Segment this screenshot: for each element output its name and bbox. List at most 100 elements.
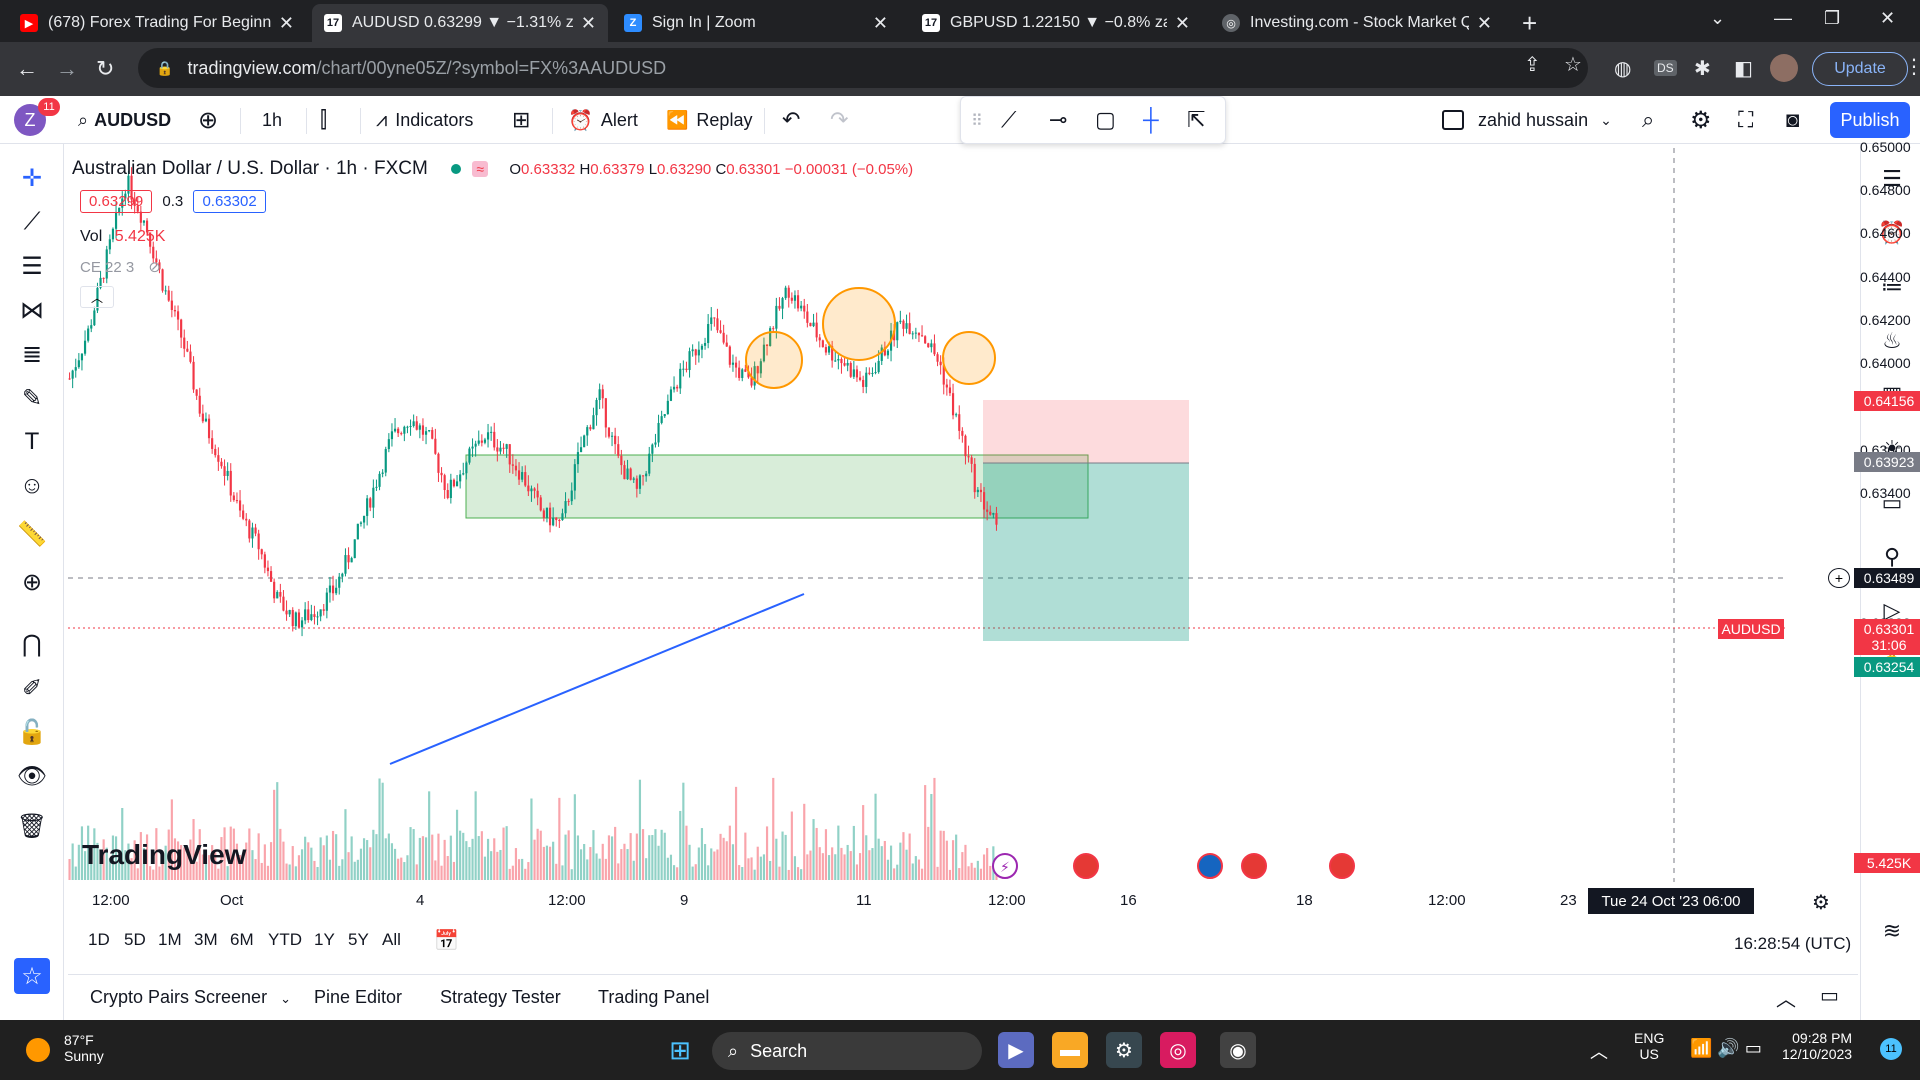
tab-crypto-screener[interactable]: Crypto Pairs Screener ⌄	[90, 987, 291, 1008]
weather-widget[interactable]: 87°F Sunny	[64, 1032, 104, 1064]
lock-icon[interactable]: 🔓	[17, 718, 47, 746]
snapshot-camera-icon[interactable]: ◙	[1786, 107, 1800, 132]
hidden-eye-icon[interactable]: ⊘	[148, 259, 161, 276]
tf-1y[interactable]: 1Y	[314, 930, 335, 949]
add-alert-plus-icon[interactable]: +	[1828, 568, 1850, 588]
alert-button[interactable]: ⏰ Alert	[568, 96, 638, 144]
trend-line-icon[interactable]: ⟋	[23, 208, 41, 235]
streams-icon[interactable]: ▷	[1883, 598, 1901, 623]
forward-icon[interactable]: →	[56, 56, 78, 81]
favorites-star-icon[interactable]: ☆	[14, 958, 50, 994]
close-icon[interactable]: ✕	[1174, 12, 1190, 33]
go-to-date-calendar-icon[interactable]: 📅	[434, 930, 459, 952]
fib-retracement-icon[interactable]: ☰	[21, 252, 43, 280]
symbol-search[interactable]: ⌕ AUDUSD	[78, 96, 171, 144]
tab-pine-editor[interactable]: Pine Editor	[314, 987, 403, 1007]
tf-5y[interactable]: 5Y	[348, 930, 369, 949]
rectangle-icon[interactable]: ▢	[1095, 107, 1116, 132]
tab-trading-panel[interactable]: Trading Panel	[598, 987, 710, 1007]
layouts-grid-icon[interactable]: ⊞	[512, 107, 531, 132]
instagram-icon[interactable]: ◎	[1160, 1032, 1196, 1068]
lock-drawing-pencil-icon[interactable]: ✐	[21, 674, 43, 702]
minimize-icon[interactable]: —	[1774, 8, 1792, 28]
wifi-volume-battery-icons[interactable]: 📶 🔊 ▭	[1690, 1038, 1762, 1058]
horizontal-ray-icon[interactable]: ⊸	[1049, 107, 1068, 132]
drag-handle-icon[interactable]: ⠿	[971, 113, 983, 130]
weather-sun-icon[interactable]	[26, 1038, 50, 1062]
extension-ds-icon[interactable]: DS	[1654, 60, 1677, 76]
emoji-icon[interactable]: ☺	[19, 472, 45, 499]
pine-ideas-icon[interactable]: ⚲	[1883, 544, 1901, 569]
extension-globe-icon[interactable]: ◍	[1614, 58, 1632, 80]
new-tab-button[interactable]: +	[1522, 8, 1538, 38]
browser-tab-audusd[interactable]: 17 AUDUSD 0.63299 ▼ −1.31% zahid ✕	[312, 4, 608, 42]
right-shoulder-circle[interactable]	[942, 331, 996, 385]
chrome-icon[interactable]: ◉	[1220, 1032, 1256, 1068]
object-tree-icon[interactable]: ≔	[1881, 274, 1903, 299]
eye-icon[interactable]: 👁	[16, 762, 48, 790]
chevron-up-icon[interactable]: ︿	[1776, 989, 1796, 1011]
layers-icon[interactable]: ≋	[1882, 918, 1902, 943]
browser-tab-zoom[interactable]: Z Sign In | Zoom ✕	[612, 4, 900, 42]
update-button[interactable]: Update	[1812, 52, 1908, 86]
indicators-button[interactable]: ⩘ Indicators	[376, 96, 473, 144]
close-icon[interactable]: ✕	[872, 12, 888, 33]
pattern-icon[interactable]: ⋈	[20, 296, 44, 324]
tf-3m[interactable]: 3M	[194, 930, 218, 949]
us-flag-event-icon[interactable]	[1241, 853, 1267, 879]
tf-1m[interactable]: 1M	[158, 930, 182, 949]
close-icon[interactable]: ✕	[580, 12, 596, 33]
fullscreen-icon[interactable]: ⛶	[1738, 107, 1754, 132]
menu-dots-icon[interactable]: ⋮	[1904, 56, 1920, 78]
earnings-event-icon[interactable]	[992, 853, 1018, 879]
quick-search-icon[interactable]: ⌕	[1642, 107, 1655, 132]
tab-strategy-tester[interactable]: Strategy Tester	[440, 987, 561, 1007]
settings-gear-icon[interactable]: ⚙	[1690, 106, 1712, 134]
crosshair-icon[interactable]: ✛	[21, 164, 43, 192]
replay-button[interactable]: ⏪ Replay	[666, 96, 752, 144]
tf-ytd[interactable]: YTD	[268, 930, 302, 949]
au-flag-event-icon[interactable]	[1197, 853, 1223, 879]
tf-6m[interactable]: 6M	[230, 930, 254, 949]
layout-name-button[interactable]: zahid hussain ⌄	[1442, 96, 1612, 144]
brush-icon[interactable]: ✎	[21, 384, 43, 412]
reload-icon[interactable]: ↻	[96, 56, 115, 81]
browser-tab-investing[interactable]: ◎ Investing.com - Stock Market Qu ✕	[1210, 4, 1504, 42]
tf-1d[interactable]: 1D	[88, 930, 110, 949]
text-icon[interactable]: T	[24, 428, 40, 455]
publish-button[interactable]: Publish	[1830, 102, 1910, 138]
collapse-legend-icon[interactable]: ︿	[80, 286, 114, 308]
maximize-panel-icon[interactable]: ▭	[1820, 985, 1839, 1007]
magnet-icon[interactable]: ⋂	[22, 630, 42, 658]
ruler-icon[interactable]: 📏	[17, 520, 47, 548]
crosshair-icon[interactable]: ┼	[1143, 107, 1159, 132]
hotlist-flame-icon[interactable]: ♨	[1882, 328, 1902, 353]
redo-icon[interactable]: ↷	[830, 107, 849, 132]
prediction-icon[interactable]: ≣	[21, 340, 43, 368]
utc-clock[interactable]: 16:28:54 (UTC)	[1734, 934, 1852, 953]
chart-type-candles-icon[interactable]: ⫿	[320, 107, 328, 132]
windows-start-icon[interactable]: ⊞	[669, 1034, 691, 1065]
us-flag-event-icon[interactable]	[1329, 853, 1355, 879]
side-panel-icon[interactable]: ◧	[1734, 58, 1753, 80]
sell-price-button[interactable]: 0.63299	[80, 190, 153, 213]
zoom-in-icon[interactable]: ⊕	[21, 568, 43, 596]
cursor-arrow-icon[interactable]: ⇱	[1187, 107, 1206, 132]
share-icon[interactable]: ⇪	[1524, 54, 1541, 76]
axis-settings-gear-icon[interactable]: ⚙	[1812, 892, 1830, 914]
tab-search-icon[interactable]: ⌄	[1710, 8, 1726, 28]
watchlist-icon[interactable]: ☰	[1882, 166, 1902, 191]
system-clock[interactable]: 09:28 PM 12/10/2023	[1782, 1030, 1853, 1062]
tray-chevron-up-icon[interactable]: ︿	[1590, 1042, 1608, 1062]
tf-5d[interactable]: 5D	[124, 930, 146, 949]
restore-icon[interactable]: ❐	[1824, 8, 1841, 28]
file-explorer-icon[interactable]: ▬	[1052, 1032, 1088, 1068]
chart-canvas[interactable]: ⚡ TradingView	[68, 148, 1858, 882]
head-circle[interactable]	[822, 287, 896, 361]
notification-count-badge[interactable]: 11	[1880, 1038, 1902, 1060]
us-flag-event-icon[interactable]	[1073, 853, 1099, 879]
ascending-trendline[interactable]	[389, 593, 805, 765]
left-shoulder-circle[interactable]	[745, 331, 803, 389]
back-icon[interactable]: ←	[16, 56, 38, 81]
close-window-icon[interactable]: ✕	[1880, 8, 1896, 28]
